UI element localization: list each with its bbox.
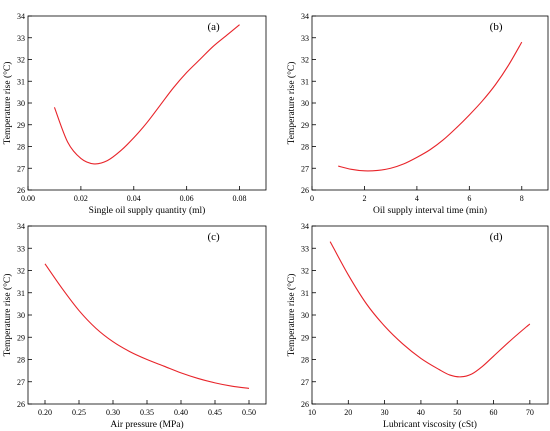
y-tick-label: 34: [17, 222, 25, 231]
panel-label: (b): [490, 21, 503, 33]
y-axis-label: Temperature rise (°C): [286, 274, 297, 357]
chart-panel: 0.20 0.25 0.30 0.35 0.40 0.45 0.50 26 27 28 29 30 31…: [2, 222, 267, 430]
y-tick-label: 31: [301, 77, 309, 86]
x-tick-label: 40: [417, 408, 425, 417]
y-tick-label: 33: [17, 244, 25, 253]
series-line: [338, 41, 523, 172]
y-axis-label: Temperature rise (°C): [2, 274, 13, 357]
y-tick-label: 27: [301, 164, 309, 173]
x-axis-label: Air pressure (MPa): [110, 419, 183, 430]
y-tick-label: 34: [301, 12, 309, 21]
x-tick-label: 10: [308, 408, 316, 417]
plot-frame: [27, 15, 267, 191]
x-tick-label: 50: [453, 408, 461, 417]
x-tick-label: 0.30: [106, 408, 120, 417]
y-tick-label: 33: [17, 34, 25, 43]
y-tick-label: 30: [17, 311, 25, 320]
x-tick-label: 0.06: [180, 194, 194, 203]
x-tick-label: 20: [344, 408, 352, 417]
plot-frame: [27, 225, 267, 405]
x-tick-label: 0: [310, 194, 314, 203]
x-tick-label: 30: [381, 408, 389, 417]
panel-label: (c): [208, 231, 221, 243]
y-tick-label: 29: [301, 333, 309, 342]
plot-frame: [311, 225, 549, 405]
y-tick-label: 26: [17, 186, 25, 195]
y-tick-label: 28: [17, 356, 25, 365]
x-axis-label: Single oil supply quantity (ml): [89, 205, 206, 216]
x-tick-label: 0.35: [140, 408, 154, 417]
y-tick-label: 27: [17, 378, 25, 387]
x-tick-label: 0.08: [233, 194, 247, 203]
x-tick-label: 0.00: [21, 194, 35, 203]
chart-panel: 0.00 0.02 0.04 0.06 0.08 26 27 28 29 30 31 32 33 34 Si…: [2, 12, 267, 216]
x-tick-label: 70: [526, 408, 534, 417]
x-tick-label: 2: [362, 194, 366, 203]
y-tick-label: 30: [301, 99, 309, 108]
x-tick-label: 8: [520, 194, 524, 203]
x-tick-label: 4: [415, 194, 419, 203]
y-axis-label: Temperature rise (°C): [286, 62, 297, 145]
series-line: [329, 241, 531, 378]
x-tick-label: 6: [467, 194, 471, 203]
x-tick-label: 0.25: [72, 408, 86, 417]
x-tick-label: 60: [490, 408, 498, 417]
y-tick-label: 32: [301, 267, 309, 276]
x-tick-label: 0.20: [38, 408, 52, 417]
y-tick-label: 34: [17, 12, 25, 21]
y-tick-label: 32: [17, 267, 25, 276]
y-tick-label: 31: [17, 289, 25, 298]
y-tick-label: 29: [17, 333, 25, 342]
y-tick-label: 27: [301, 378, 309, 387]
x-tick-label: 0.45: [208, 408, 222, 417]
series-line: [44, 263, 250, 389]
x-axis-label: Oil supply interval time (min): [373, 205, 487, 216]
y-tick-label: 32: [17, 56, 25, 65]
x-tick-label: 0.02: [74, 194, 88, 203]
y-tick-label: 33: [301, 34, 309, 43]
y-tick-label: 29: [301, 121, 309, 130]
x-tick-label: 0.40: [174, 408, 188, 417]
y-tick-label: 26: [17, 400, 25, 409]
chart-panel: 0 2 4 6 8 26 27 28 29 30 31 32 33 34 Oil supply interv…: [286, 12, 549, 216]
y-tick-label: 34: [301, 222, 309, 231]
y-tick-label: 30: [301, 311, 309, 320]
y-axis-label: Temperature rise (°C): [2, 62, 13, 145]
y-tick-label: 29: [17, 121, 25, 130]
y-tick-label: 26: [301, 400, 309, 409]
y-tick-label: 28: [301, 143, 309, 152]
y-tick-label: 30: [17, 99, 25, 108]
y-tick-label: 32: [301, 56, 309, 65]
y-tick-label: 28: [17, 143, 25, 152]
plot-frame: [311, 15, 549, 191]
series-line: [53, 24, 240, 165]
panel-label: (a): [208, 21, 221, 33]
x-axis-label: Lubricant viscosity (cSt): [383, 419, 477, 430]
y-tick-label: 31: [301, 289, 309, 298]
y-tick-label: 28: [301, 356, 309, 365]
x-tick-label: 0.04: [127, 194, 141, 203]
y-tick-label: 31: [17, 77, 25, 86]
y-tick-label: 27: [17, 164, 25, 173]
y-tick-label: 26: [301, 186, 309, 195]
panel-label: (d): [490, 231, 503, 243]
x-tick-label: 0.50: [242, 408, 256, 417]
y-tick-label: 33: [301, 244, 309, 253]
chart-panel: 10 20 30 40 50 60 70 26 27 28 29 30 31 32 33 34 Lubrican…: [286, 222, 549, 430]
